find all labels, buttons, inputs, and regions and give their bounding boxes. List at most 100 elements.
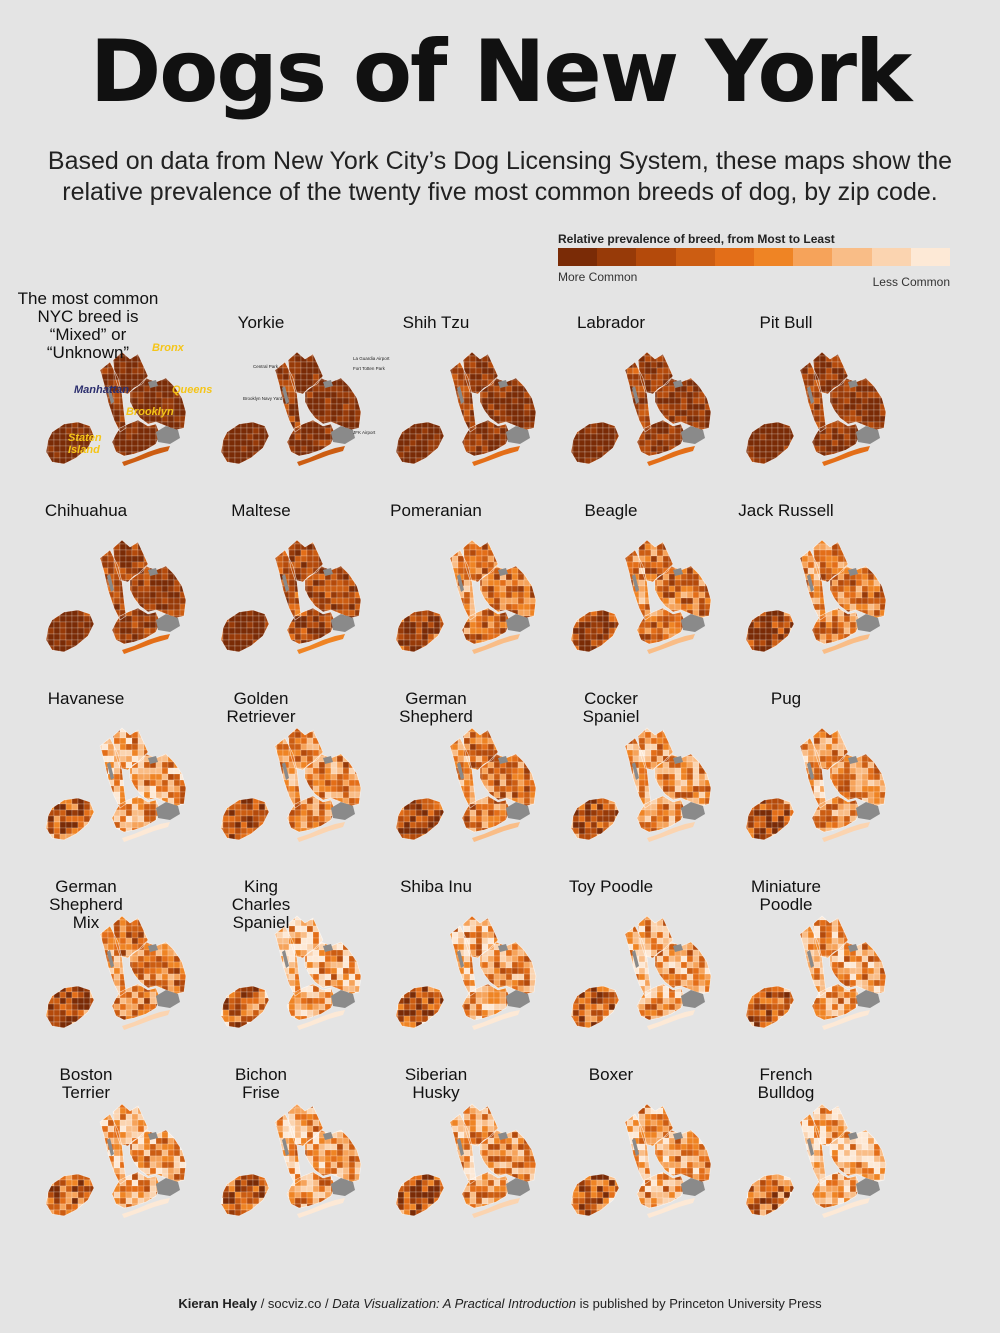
credit-site: / socviz.co / — [257, 1296, 333, 1311]
nyc-zip-map — [45, 727, 187, 842]
nyc-zip-map — [220, 539, 362, 654]
nyc-zip-map — [570, 727, 712, 842]
nyc-zip-map — [395, 1103, 537, 1218]
borough-label: Brooklyn — [126, 406, 174, 418]
breed-map-yorkie: Yorkie Central Park La Guardia Airport Fort… — [213, 312, 390, 492]
legend-swatch — [910, 248, 951, 266]
breed-label: Bichon Frise — [235, 1065, 287, 1102]
breed-label: Maltese — [231, 501, 291, 520]
breed-label: Pit Bull — [759, 313, 813, 332]
nyc-zip-map — [570, 539, 712, 654]
breed-map-siberian-husky: Siberian Husky — [388, 1064, 558, 1244]
breed-label: Shiba Inu — [400, 877, 472, 896]
breed-map-mixed-unknown: The most common NYC breed is “Mixed” or … — [18, 290, 212, 492]
credit-publisher: is published by Princeton University Pre… — [576, 1296, 822, 1311]
breed-label: Yorkie — [237, 313, 285, 332]
nyc-zip-map — [395, 727, 537, 842]
intro-label: The most common NYC breed is “Mixed” or … — [17, 289, 159, 362]
breed-label: Boston Terrier — [59, 1065, 113, 1102]
breed-map-french-bulldog: French Bulldog — [738, 1064, 908, 1244]
breed-map-german-shepherd-mix: German Shepherd Mix — [38, 876, 208, 1056]
breed-map-golden-retriever: Golden Retriever — [213, 688, 383, 868]
landmark-label: Central Park — [253, 364, 279, 369]
nyc-zip-map — [570, 915, 712, 1030]
breed-label: French Bulldog — [757, 1065, 815, 1102]
breed-map-shih-tzu: Shih Tzu — [388, 312, 558, 492]
nyc-zip-map — [220, 351, 362, 466]
breed-label: Beagle — [584, 501, 638, 520]
breed-label: German Shepherd Mix — [49, 877, 123, 932]
nyc-zip-map — [745, 539, 887, 654]
breed-label: Pug — [770, 689, 802, 708]
legend-swatch — [832, 248, 872, 266]
breed-map-boston-terrier: Boston Terrier — [38, 1064, 208, 1244]
breed-map-boxer: Boxer — [563, 1064, 733, 1244]
borough-label: Manhattan — [74, 384, 129, 396]
legend-less-label: Less Common — [872, 275, 950, 289]
nyc-zip-map — [220, 915, 362, 1030]
page-subtitle: Based on data from New York City’s Dog L… — [47, 147, 953, 206]
nyc-zip-map — [570, 351, 712, 466]
breed-label: King Charles Spaniel — [231, 877, 291, 932]
breed-label: Toy Poodle — [568, 877, 654, 896]
nyc-zip-map — [45, 539, 187, 654]
nyc-zip-map — [745, 727, 887, 842]
breed-map-pomeranian: Pomeranian — [388, 500, 558, 680]
breed-label: Cocker Spaniel — [582, 689, 640, 726]
legend: Relative prevalence of breed, from Most … — [558, 232, 951, 289]
legend-more-label: More Common — [558, 270, 638, 284]
nyc-zip-map — [220, 1103, 362, 1218]
nyc-zip-map — [395, 351, 537, 466]
credit-book: Data Visualization: A Practical Introduc… — [332, 1296, 576, 1311]
breed-label: Boxer — [588, 1065, 634, 1084]
breed-map-maltese: Maltese — [213, 500, 383, 680]
breed-map-toy-poodle: Toy Poodle — [563, 876, 733, 1056]
breed-map-bichon-frise: Bichon Frise — [213, 1064, 383, 1244]
landmark-label: La Guardia Airport — [353, 356, 390, 361]
legend-title: Relative prevalence of breed, from Most … — [558, 232, 835, 246]
nyc-zip-map — [45, 351, 187, 466]
borough-label: Queens — [172, 384, 213, 396]
breed-map-labrador: Labrador — [563, 312, 733, 492]
breed-map-king-charles-spaniel: King Charles Spaniel — [213, 876, 383, 1056]
breed-label: German Shepherd — [399, 689, 473, 726]
legend-swatch — [754, 248, 794, 266]
legend-color-scale — [558, 248, 951, 266]
nyc-zip-map — [745, 1103, 887, 1218]
nyc-zip-map — [745, 351, 887, 466]
nyc-zip-map — [745, 915, 887, 1030]
borough-label: Bronx — [152, 342, 184, 354]
breed-label: Pomeranian — [390, 501, 482, 520]
credit-line: Kieran Healy / socviz.co / Data Visualiz… — [0, 1296, 1000, 1311]
page-title: Dogs of New York — [89, 22, 912, 122]
nyc-zip-map — [220, 727, 362, 842]
breed-map-shiba-inu: Shiba Inu — [388, 876, 558, 1056]
breed-label: Havanese — [47, 689, 125, 708]
legend-swatch — [793, 248, 833, 266]
breed-map-pug: Pug — [738, 688, 908, 868]
legend-swatch — [558, 248, 598, 266]
breed-label: Labrador — [576, 313, 646, 332]
nyc-zip-map — [395, 539, 537, 654]
credit-author: Kieran Healy — [178, 1296, 258, 1311]
breed-map-chihuahua: Chihuahua — [38, 500, 208, 680]
legend-swatch — [714, 248, 755, 266]
nyc-zip-map — [45, 1103, 187, 1218]
breed-map-german-shepherd: German Shepherd — [388, 688, 558, 868]
breed-label: Shih Tzu — [402, 313, 470, 332]
breed-map-miniature-poodle: Miniature Poodle — [738, 876, 908, 1056]
breed-label: Golden Retriever — [226, 689, 296, 726]
breed-label: Jack Russell — [738, 501, 834, 520]
breed-map-pit-bull: Pit Bull — [738, 312, 908, 492]
nyc-zip-map — [395, 915, 537, 1030]
breed-label: Miniature Poodle — [751, 877, 821, 914]
breed-map-havanese: Havanese — [38, 688, 208, 868]
breed-map-jack-russell: Jack Russell — [738, 500, 908, 680]
legend-swatch — [871, 248, 911, 266]
landmark-label: JFK Airport — [353, 430, 376, 435]
landmark-label: Brooklyn Navy Yard — [243, 396, 283, 401]
nyc-zip-map — [45, 915, 187, 1030]
breed-map-cocker-spaniel: Cocker Spaniel — [563, 688, 733, 868]
breed-label: Siberian Husky — [404, 1065, 468, 1102]
breed-map-beagle: Beagle — [563, 500, 733, 680]
